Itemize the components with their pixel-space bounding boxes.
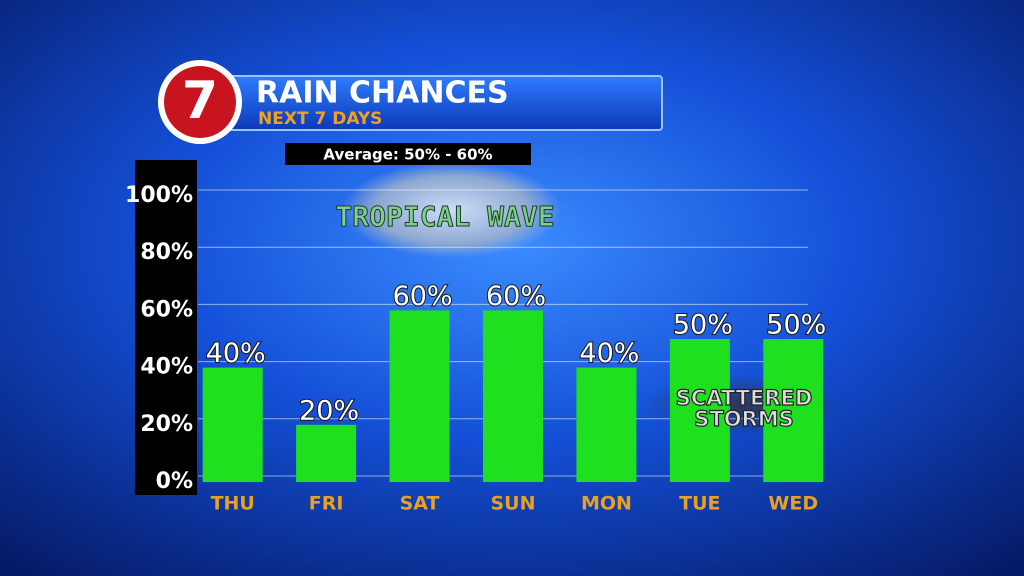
x-tick-label: SAT	[400, 493, 440, 515]
chart-subtitle: NEXT 7 DAYS	[258, 109, 382, 129]
note: Average: 50% - 60%	[323, 146, 492, 164]
x-tick-label: TUE	[679, 493, 720, 515]
value-label: 40%	[206, 338, 266, 369]
y-tick-label: 60%	[140, 297, 193, 322]
y-tick-label: 100%	[125, 183, 193, 208]
value-label: 20%	[299, 395, 359, 426]
plot: 0% 20% 40% 60% 80% 100% THU 40% FRI 20% SAT 60% SUN 6…	[125, 183, 827, 515]
x-tick-label: WED	[768, 493, 818, 515]
chart-title: RAIN CHANCES	[256, 76, 509, 111]
bar	[576, 367, 637, 482]
x-tick-label: FRI	[309, 493, 344, 515]
value-label: 60%	[486, 281, 546, 312]
bar	[669, 339, 730, 482]
x-tick-label: MON	[581, 493, 632, 515]
annotation: SCATTERED	[676, 386, 813, 410]
value-label: 50%	[766, 310, 826, 341]
y-tick-label: 20%	[140, 412, 193, 437]
logo-text: 7	[182, 71, 218, 131]
annotation: TROPICAL WAVE	[335, 200, 554, 233]
value-label: 60%	[393, 281, 453, 312]
x-tick-label: THU	[211, 493, 255, 515]
x-tick-label: SUN	[490, 493, 535, 515]
bar	[202, 367, 263, 482]
y-axis-panel	[135, 160, 197, 495]
logo	[164, 66, 236, 138]
y-tick-label: 0%	[156, 469, 193, 494]
bar	[389, 310, 450, 482]
annotation: STORMS	[694, 407, 794, 431]
note-box	[285, 143, 531, 165]
value-label: 40%	[579, 338, 639, 369]
y-tick-label: 40%	[140, 355, 193, 380]
bar	[483, 310, 543, 482]
cloud	[342, 162, 562, 258]
y-tick-label: 80%	[140, 240, 193, 265]
value-label: 50%	[673, 310, 733, 341]
bar	[763, 339, 824, 482]
bar	[296, 424, 357, 482]
